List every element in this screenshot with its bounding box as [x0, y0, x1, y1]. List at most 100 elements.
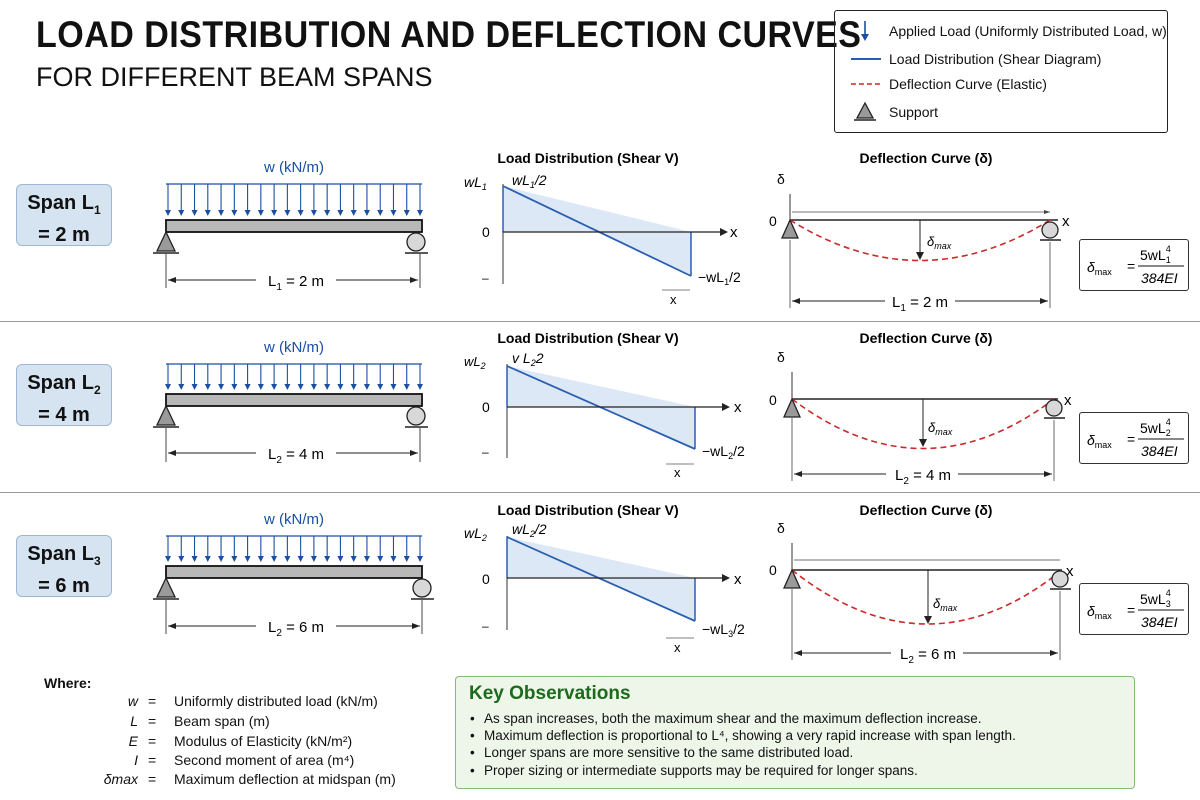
length-label: L1 = 2 m	[268, 273, 324, 293]
pin-support-icon	[782, 568, 802, 589]
shear-top-right-label: v L22	[512, 350, 544, 368]
shear-x-label: x	[730, 224, 738, 241]
legend-label: Support	[889, 104, 939, 120]
roller-support-icon	[405, 232, 428, 254]
deflection-x-label: x	[1062, 213, 1070, 230]
formula-eq: =	[1127, 602, 1135, 618]
roller-support-icon	[405, 406, 428, 428]
shear-zero-label: 0	[482, 399, 490, 415]
load-arrow-icon	[191, 364, 198, 390]
shear-title: Load Distribution (Shear V)	[497, 150, 678, 166]
load-arrow-icon	[231, 364, 238, 390]
load-arrow-icon	[337, 364, 344, 390]
deflection-x-label: x	[1064, 392, 1072, 409]
load-arrow-icon	[231, 184, 238, 216]
shear-title: Load Distribution (Shear V)	[497, 502, 678, 518]
deflection-zero-label: 0	[769, 392, 777, 408]
load-label: w (kN/m)	[263, 159, 324, 176]
load-arrow-icon	[350, 364, 357, 390]
formula-numerator: 5wL24	[1140, 417, 1171, 438]
definition-text: Modulus of Elasticity (kN/m²)	[174, 733, 353, 749]
legend-item-load-distribution: Load Distribution (Shear Diagram)	[835, 47, 1165, 71]
load-arrow-icon	[403, 536, 410, 562]
observation-item: • As span increases, both the maximum she…	[470, 711, 982, 726]
pin-support-icon	[153, 404, 179, 428]
observation-text: As span increases, both the maximum shea…	[484, 711, 982, 726]
load-arrow-icon	[271, 184, 278, 216]
formula-denominator: 384EI	[1141, 443, 1178, 459]
pin-support-icon	[780, 218, 800, 239]
definition-symbol: L	[130, 713, 138, 729]
deflection-x-label: x	[1066, 563, 1074, 580]
span-label-2: Span L2 = 4 m	[16, 364, 112, 426]
legend-label: Load Distribution (Shear Diagram)	[889, 51, 1102, 67]
shear-fill-positive	[507, 366, 695, 407]
shear-dash: –	[482, 619, 489, 633]
deflection-diagram-1: Deflection Curve (δ) δ 0 x δmax L1 = 2 m	[769, 150, 1070, 313]
beam-diagram-3: w (kN/m) L2 = 6 m	[153, 511, 434, 639]
load-arrow-icon	[377, 536, 384, 562]
load-label: w (kN/m)	[263, 511, 324, 528]
roller-support-icon	[411, 578, 434, 600]
blue-line-icon	[851, 58, 881, 60]
formula-lhs: δmax	[1087, 432, 1112, 450]
load-arrow-icon	[271, 364, 278, 390]
beam-diagram-1: w (kN/m) L1 = 2 m	[153, 159, 428, 293]
observation-text: Maximum deflection is proportional to L⁴…	[484, 728, 1016, 743]
deflection-curve	[791, 569, 1063, 625]
shear-x-label: x	[734, 399, 742, 416]
definition-symbol: E	[128, 733, 138, 749]
load-arrow-icon	[165, 536, 171, 562]
definition-text: Uniformly distributed load (kN/m)	[174, 693, 378, 709]
shear-diagram-1: Load Distribution (Shear V) wL1 wL1/2 0 …	[464, 150, 741, 307]
load-label: w (kN/m)	[263, 339, 324, 356]
shear-title: Load Distribution (Shear V)	[497, 330, 678, 346]
load-arrow-icon	[297, 536, 304, 562]
legend-item-support: Support	[835, 100, 1165, 124]
deflection-formula-1: δmax = 5wL14 384EI	[1079, 239, 1189, 291]
deflection-formula-2: δmax = 5wL24 384EI	[1079, 412, 1189, 464]
shear-top-left-label: wL2	[464, 354, 486, 371]
load-arrow-icon	[390, 184, 397, 216]
load-arrow-icon	[310, 184, 317, 216]
span-label-value: = 4 m	[38, 404, 90, 426]
load-arrow-icon	[165, 184, 171, 216]
row-divider	[0, 321, 1200, 322]
definition-eq: =	[148, 733, 157, 749]
load-arrow-icon	[244, 184, 251, 216]
shear-bottom-label: −wL1/2	[698, 269, 741, 287]
beam-diagram-2: w (kN/m) L2 = 4 m	[153, 339, 428, 466]
load-arrow-icon	[337, 536, 344, 562]
load-arrow-icon	[324, 536, 331, 562]
shear-x-bottom-label: x	[674, 640, 681, 655]
load-arrow-icon	[204, 364, 211, 390]
span-label-text: Span L	[27, 372, 94, 394]
shear-top-right-label: wL1/2	[512, 172, 547, 190]
load-arrow-icon	[377, 184, 384, 216]
shear-diagram-3: Load Distribution (Shear V) wL2 wL2/2 0 …	[464, 502, 745, 655]
formula-numerator: 5wL34	[1140, 588, 1171, 609]
load-arrow-icon	[390, 536, 397, 562]
support-icon	[854, 101, 876, 121]
legend-box: Applied Load (Uniformly Distributed Load…	[834, 10, 1168, 133]
deflection-title: Deflection Curve (δ)	[860, 502, 993, 518]
load-arrow-icon	[337, 184, 344, 216]
deflection-length-label: L1 = 2 m	[892, 294, 948, 313]
definition-text: Maximum deflection at midspan (m)	[174, 771, 396, 787]
load-arrow-icon	[178, 536, 185, 562]
deflection-diagram-2: Deflection Curve (δ) δ 0 x δmax L2 = 4 m	[769, 330, 1072, 487]
load-arrow-icon	[231, 536, 238, 562]
deflection-title: Deflection Curve (δ)	[860, 150, 993, 166]
deflection-formula-3: δmax = 5wL34 384EI	[1079, 583, 1189, 635]
load-arrow-icon	[284, 364, 291, 390]
row-divider	[0, 492, 1200, 493]
load-arrow-icon	[218, 184, 225, 216]
shear-dash: –	[482, 445, 489, 459]
deflection-length-label: L2 = 6 m	[900, 646, 956, 665]
legend-item-applied-load: Applied Load (Uniformly Distributed Load…	[835, 19, 1167, 43]
load-arrow-icon	[204, 184, 211, 216]
red-dashed-line-icon	[851, 83, 881, 85]
pin-support-icon	[153, 576, 179, 600]
definition-text: Second moment of area (m⁴)	[174, 752, 355, 768]
legend-label: Deflection Curve (Elastic)	[889, 76, 1047, 92]
